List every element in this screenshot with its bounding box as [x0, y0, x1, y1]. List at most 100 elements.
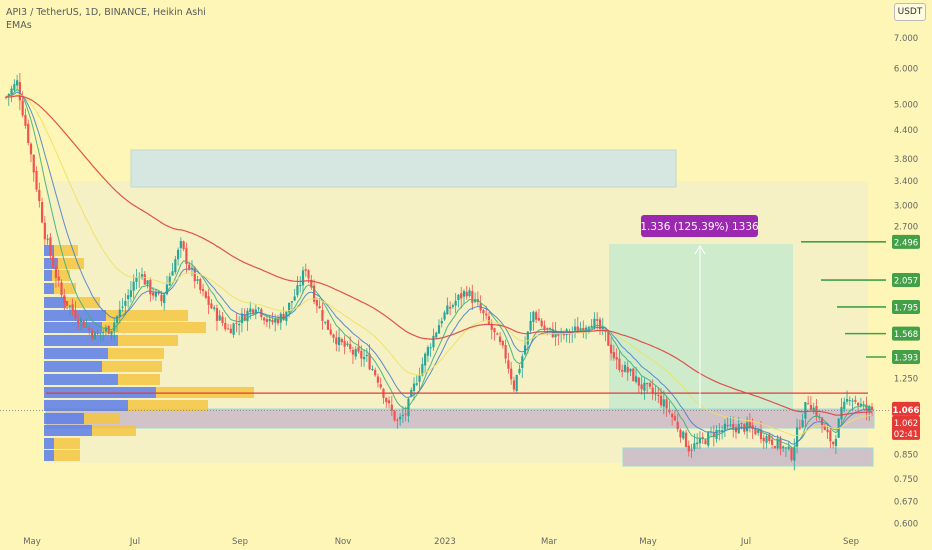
- candle-body: [704, 440, 707, 445]
- candle-body: [493, 328, 496, 333]
- candle-body: [726, 425, 729, 427]
- candle-body: [71, 304, 74, 311]
- ema-line: [6, 95, 872, 416]
- candle-body: [665, 399, 668, 409]
- y-tick-label: 0.750: [894, 475, 918, 485]
- volume-profile-bar: [54, 245, 78, 256]
- indicator-label[interactable]: EMAs: [6, 20, 32, 31]
- candle-body: [90, 330, 94, 339]
- candle-body: [590, 325, 593, 328]
- candle-body: [329, 329, 332, 335]
- candle-body: [576, 326, 579, 333]
- candle-body: [634, 376, 638, 383]
- candle-body: [293, 296, 296, 301]
- candle-body: [798, 427, 801, 429]
- candle-body: [263, 317, 266, 321]
- candle-body: [543, 325, 546, 330]
- volume-profile-bar: [54, 450, 80, 461]
- candle-body: [321, 310, 324, 321]
- candle-body: [251, 309, 255, 313]
- candle-body: [690, 449, 693, 451]
- candle-body: [540, 320, 543, 327]
- y-tick-label: 0.850: [894, 451, 918, 461]
- volume-profile-bar: [58, 258, 84, 269]
- candle-body: [601, 326, 604, 330]
- candle-body: [698, 438, 702, 444]
- candle-body: [174, 259, 177, 273]
- candle-body: [646, 382, 649, 385]
- volume-profile-bar: [44, 374, 118, 385]
- currency-button[interactable]: USDT: [894, 3, 926, 21]
- candle-body: [335, 337, 338, 345]
- candle-body: [182, 241, 185, 250]
- last-price-tag: [892, 401, 920, 416]
- candle-body: [82, 320, 85, 328]
- candle-body: [548, 327, 552, 329]
- candle-body: [612, 351, 615, 359]
- candle-body: [102, 332, 105, 334]
- candle-body: [762, 437, 765, 442]
- volume-profile-bar: [102, 361, 162, 372]
- candle-body: [274, 318, 277, 323]
- candle-body: [140, 274, 144, 279]
- candle-body: [168, 276, 171, 286]
- candle-body: [435, 332, 438, 338]
- candle-body: [426, 347, 429, 356]
- candle-body: [754, 428, 757, 435]
- candle-body: [823, 426, 826, 431]
- volume-profile-bar: [108, 348, 164, 359]
- candle-body: [465, 291, 468, 297]
- candle-body: [215, 307, 219, 321]
- candle-body: [501, 341, 504, 346]
- candle-body: [759, 429, 763, 440]
- candle-body: [115, 316, 119, 323]
- candle-body: [188, 264, 191, 270]
- candle-body: [238, 324, 241, 326]
- volume-profile-bar: [44, 245, 54, 256]
- candle-body: [862, 404, 865, 406]
- volume-profile-bar: [84, 413, 120, 424]
- candle-body: [371, 368, 374, 370]
- x-tick-label: Sep: [232, 537, 248, 547]
- candle-body: [354, 349, 357, 357]
- candle-body: [421, 364, 424, 376]
- candle-body: [415, 383, 418, 385]
- x-tick-label: Jul: [129, 537, 140, 547]
- candle-body: [271, 319, 274, 323]
- candle-body: [29, 143, 33, 155]
- candle-body: [60, 282, 63, 296]
- volume-profile-bar: [44, 270, 52, 281]
- candle-body: [332, 334, 335, 338]
- candle-body: [418, 375, 421, 382]
- y-tick-label: 3.000: [894, 202, 918, 212]
- candle-body: [429, 347, 432, 349]
- candle-body: [146, 280, 149, 285]
- candle-body: [826, 429, 829, 433]
- candle-body: [487, 316, 491, 324]
- candle-body: [676, 421, 679, 430]
- candle-body: [859, 403, 862, 406]
- candle-body: [343, 341, 346, 347]
- candle-body: [557, 332, 560, 336]
- candle-body: [349, 344, 352, 349]
- candle-body: [113, 322, 116, 332]
- candle-body: [462, 291, 466, 297]
- candle-body: [529, 320, 532, 331]
- volume-profile-bar: [44, 438, 54, 449]
- candle-body: [457, 294, 460, 301]
- candle-body: [757, 429, 760, 433]
- candle-body: [357, 347, 360, 352]
- candle-body: [654, 393, 657, 395]
- symbol-title[interactable]: API3 / TetherUS, 1D, BINANCE, Heikin Ash…: [6, 7, 206, 18]
- candle-body: [399, 416, 402, 420]
- target-level-label: 1.568: [894, 330, 918, 340]
- candle-body: [507, 360, 510, 369]
- candle-body: [784, 447, 788, 449]
- candle-body: [193, 267, 196, 282]
- candle-body: [621, 369, 624, 372]
- volume-profile-bar: [44, 387, 156, 398]
- y-tick-label: 7.000: [894, 34, 918, 44]
- candle-body: [290, 301, 293, 303]
- candle-body: [843, 401, 846, 410]
